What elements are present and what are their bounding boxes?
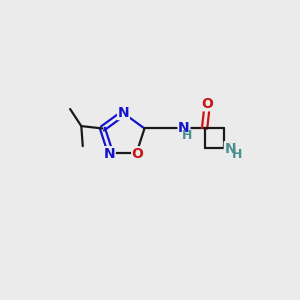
Text: N: N <box>224 142 236 156</box>
Text: O: O <box>201 97 213 111</box>
Text: N: N <box>103 147 115 161</box>
Text: O: O <box>132 147 144 161</box>
Text: N: N <box>118 106 129 120</box>
Text: N: N <box>178 122 190 136</box>
Text: H: H <box>182 129 192 142</box>
Text: H: H <box>232 148 242 160</box>
